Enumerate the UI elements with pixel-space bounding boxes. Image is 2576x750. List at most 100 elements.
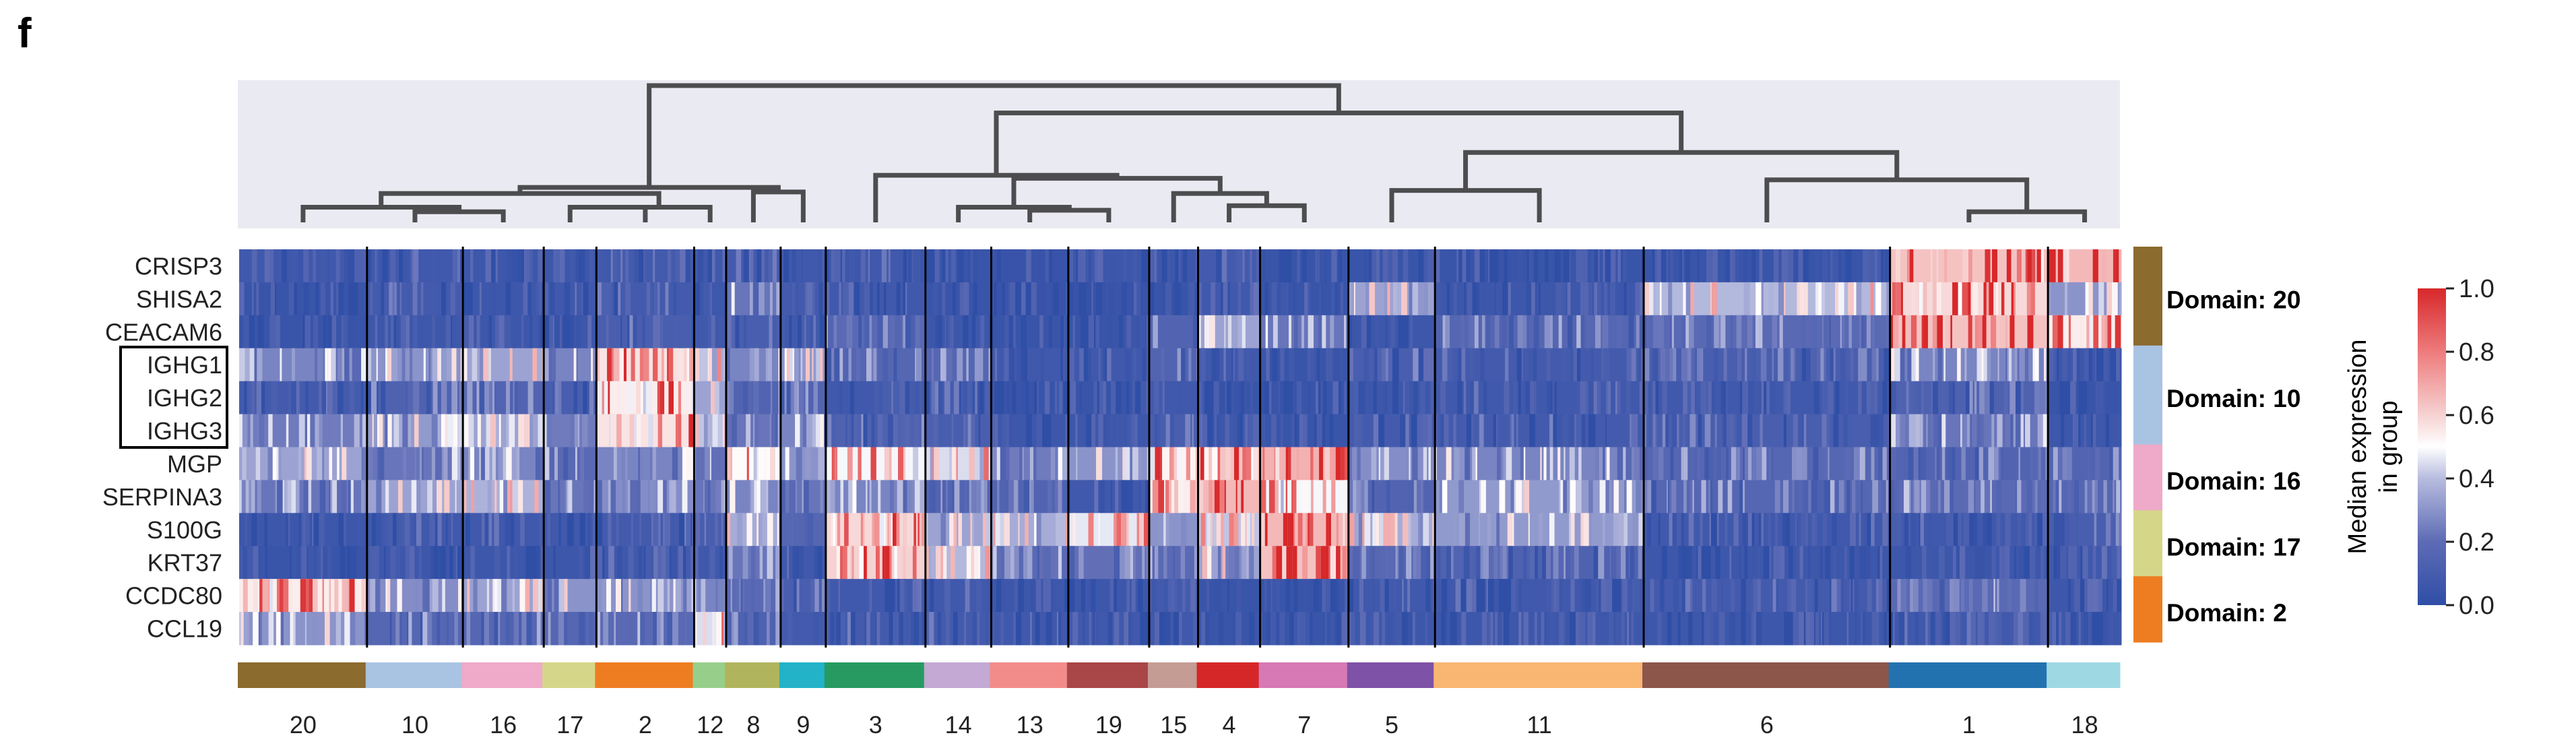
- heatmap-cell-stripe: [943, 546, 947, 580]
- heatmap-cell-stripe: [920, 381, 922, 415]
- cluster-label: 2: [639, 711, 652, 739]
- heatmap-cell-stripe: [2106, 282, 2112, 316]
- heatmap-cell-stripe: [1838, 480, 1844, 513]
- heatmap-cell-stripe: [488, 249, 492, 283]
- heatmap-cell-stripe: [1004, 546, 1010, 580]
- heatmap-cell-stripe: [1279, 612, 1285, 646]
- heatmap-cell-stripe: [1078, 249, 1084, 283]
- heatmap-cell-stripe: [532, 348, 538, 382]
- heatmap-cell-stripe: [613, 447, 617, 480]
- heatmap-cell-stripe: [1155, 447, 1161, 480]
- heatmap-cell-stripe: [855, 249, 861, 283]
- heatmap-cell-stripe: [1796, 546, 1800, 580]
- heatmap-cell-stripe: [1960, 579, 1965, 613]
- heatmap-cell-stripe: [548, 414, 552, 447]
- heatmap-cell-stripe: [1430, 381, 1436, 415]
- heatmap-cell-stripe: [2094, 513, 2097, 546]
- heatmap-cell-stripe: [249, 480, 251, 513]
- heatmap-cell-stripe: [1442, 348, 1448, 382]
- heatmap-cell-stripe: [1382, 249, 1388, 283]
- heatmap-cell-stripe: [1470, 381, 1474, 415]
- heatmap-cell-stripe: [1521, 348, 1523, 382]
- domain-color-block: [2133, 345, 2162, 445]
- heatmap-cell-stripe: [370, 282, 373, 316]
- heatmap-cell-stripe: [780, 315, 785, 349]
- heatmap-cell-stripe: [795, 414, 800, 447]
- heatmap-cell-stripe: [619, 348, 624, 382]
- heatmap-cell-stripe: [1167, 249, 1169, 283]
- heatmap-cell-stripe: [403, 282, 407, 316]
- heatmap-cell-stripe: [1127, 480, 1133, 513]
- heatmap-cell-stripe: [903, 546, 906, 580]
- heatmap-cell-stripe: [1787, 579, 1791, 613]
- heatmap-cell-stripe: [1384, 546, 1390, 580]
- heatmap-cell: [825, 282, 926, 316]
- heatmap-cell-stripe: [558, 612, 565, 646]
- heatmap-cell-stripe: [1865, 249, 1869, 283]
- heatmap-cell-stripe: [1318, 381, 1321, 415]
- heatmap-cell-stripe: [530, 546, 536, 580]
- heatmap-cell-stripe: [278, 447, 282, 480]
- heatmap-cell-stripe: [1099, 546, 1101, 580]
- heatmap-cell-stripe: [1564, 546, 1566, 580]
- heatmap-cell-stripe: [569, 315, 574, 349]
- heatmap-cell-stripe: [1447, 348, 1453, 382]
- heatmap-cell-stripe: [330, 480, 333, 513]
- heatmap-cell-stripe: [1470, 348, 1472, 382]
- heatmap-cell-stripe: [335, 348, 337, 382]
- heatmap-cell-stripe: [786, 348, 790, 382]
- heatmap-cell-stripe: [579, 249, 581, 283]
- heatmap-cell-stripe: [1599, 579, 1601, 613]
- heatmap-cell-stripe: [1957, 348, 1961, 382]
- heatmap-cell-stripe: [925, 513, 928, 546]
- heatmap-cell-stripe: [479, 282, 482, 316]
- heatmap-cell-stripe: [994, 381, 1000, 415]
- heatmap-cell-stripe: [1919, 282, 1923, 316]
- heatmap-cell-stripe: [317, 447, 323, 480]
- heatmap-cell-stripe: [1458, 513, 1465, 546]
- heatmap-cell-stripe: [256, 282, 259, 316]
- heatmap-cell-stripe: [1997, 348, 1999, 382]
- heatmap-cell-stripe: [512, 480, 518, 513]
- heatmap-cell-stripe: [262, 546, 265, 580]
- heatmap-cell-stripe: [616, 579, 622, 613]
- heatmap-cell-stripe: [963, 282, 969, 316]
- heatmap-cell-stripe: [859, 546, 864, 580]
- heatmap-cell-stripe: [1004, 315, 1009, 349]
- heatmap-cell-stripe: [1830, 480, 1835, 513]
- heatmap-cell-stripe: [795, 480, 797, 513]
- heatmap-cell-stripe: [335, 612, 342, 646]
- heatmap-cell-stripe: [2017, 348, 2020, 382]
- heatmap-cell-stripe: [2111, 513, 2113, 546]
- heatmap-cell-stripe: [1158, 480, 1165, 513]
- heatmap-cell-stripe: [877, 414, 882, 447]
- cluster-label: 16: [490, 711, 517, 739]
- heatmap-cell-stripe: [1729, 249, 1734, 283]
- heatmap-cell-stripe: [1256, 249, 1260, 283]
- heatmap-cell-stripe: [394, 282, 397, 316]
- heatmap-cell-stripe: [264, 249, 270, 283]
- heatmap-cell-stripe: [1638, 546, 1642, 580]
- heatmap-cell-stripe: [395, 612, 400, 646]
- heatmap-cell-stripe: [1985, 249, 1991, 283]
- heatmap-cell-stripe: [1103, 348, 1105, 382]
- heatmap-cell-stripe: [2040, 612, 2042, 646]
- heatmap-cell-stripe: [1947, 447, 1952, 480]
- heatmap-cell-stripe: [451, 282, 455, 316]
- heatmap-cell-stripe: [1262, 447, 1265, 480]
- heatmap-cell-stripe: [1689, 414, 1696, 447]
- heatmap-cell-stripe: [1704, 612, 1708, 646]
- heatmap-cell-stripe: [1384, 282, 1388, 316]
- heatmap-cell-stripe: [2088, 612, 2091, 646]
- heatmap-cell-stripe: [991, 414, 995, 447]
- heatmap-cell-stripe: [1490, 612, 1493, 646]
- heatmap-cell-stripe: [570, 414, 575, 447]
- heatmap-cell-stripe: [658, 513, 661, 546]
- heatmap-cell-stripe: [963, 414, 966, 447]
- heatmap-cell-stripe: [1388, 612, 1392, 646]
- heatmap-cell-stripe: [1466, 249, 1471, 283]
- heatmap-cell-stripe: [868, 249, 870, 283]
- heatmap-cell-stripe: [639, 513, 641, 546]
- heatmap-cell-stripe: [639, 348, 644, 382]
- heatmap-cell-stripe: [1576, 480, 1582, 513]
